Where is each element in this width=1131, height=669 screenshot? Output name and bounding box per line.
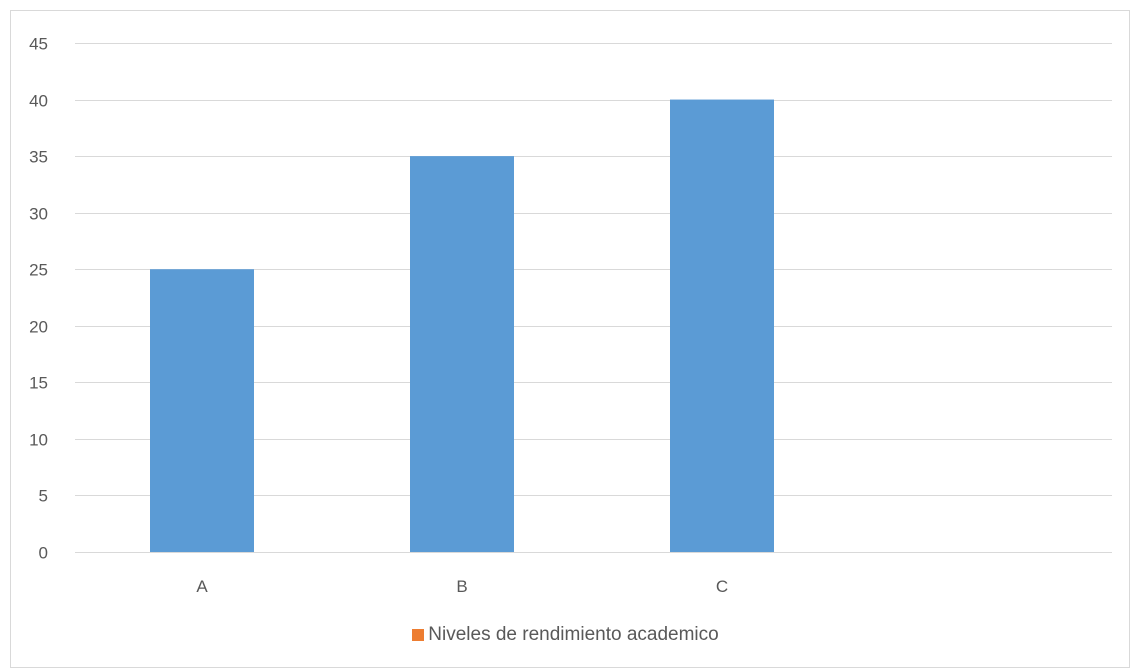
bars: [150, 99, 774, 553]
y-axis-ticks: 0 5 10 15 20 25 30 35 40 45: [29, 35, 48, 563]
y-tick-label: 5: [39, 487, 48, 506]
y-tick-label: 35: [29, 148, 48, 167]
legend: Niveles de rendimiento academico: [0, 624, 1131, 646]
legend-swatch: [412, 629, 425, 641]
y-tick-label: 10: [29, 431, 48, 450]
legend-label: Niveles de rendimiento academico: [428, 624, 719, 645]
y-tick-label: 45: [29, 35, 48, 54]
x-tick-label-C: C: [716, 577, 728, 596]
x-axis-ticks: A B C: [196, 577, 728, 596]
y-tick-label: 40: [29, 92, 48, 111]
y-tick-label: 0: [39, 544, 48, 563]
bar-A: [150, 269, 254, 552]
bar-C: [670, 99, 774, 553]
x-tick-label-A: A: [196, 577, 208, 596]
y-tick-label: 25: [29, 261, 48, 280]
y-tick-label: 15: [29, 374, 48, 393]
x-tick-label-B: B: [456, 577, 467, 596]
y-tick-label: 20: [29, 318, 48, 337]
bar-B: [410, 156, 514, 552]
y-tick-label: 30: [29, 205, 48, 224]
